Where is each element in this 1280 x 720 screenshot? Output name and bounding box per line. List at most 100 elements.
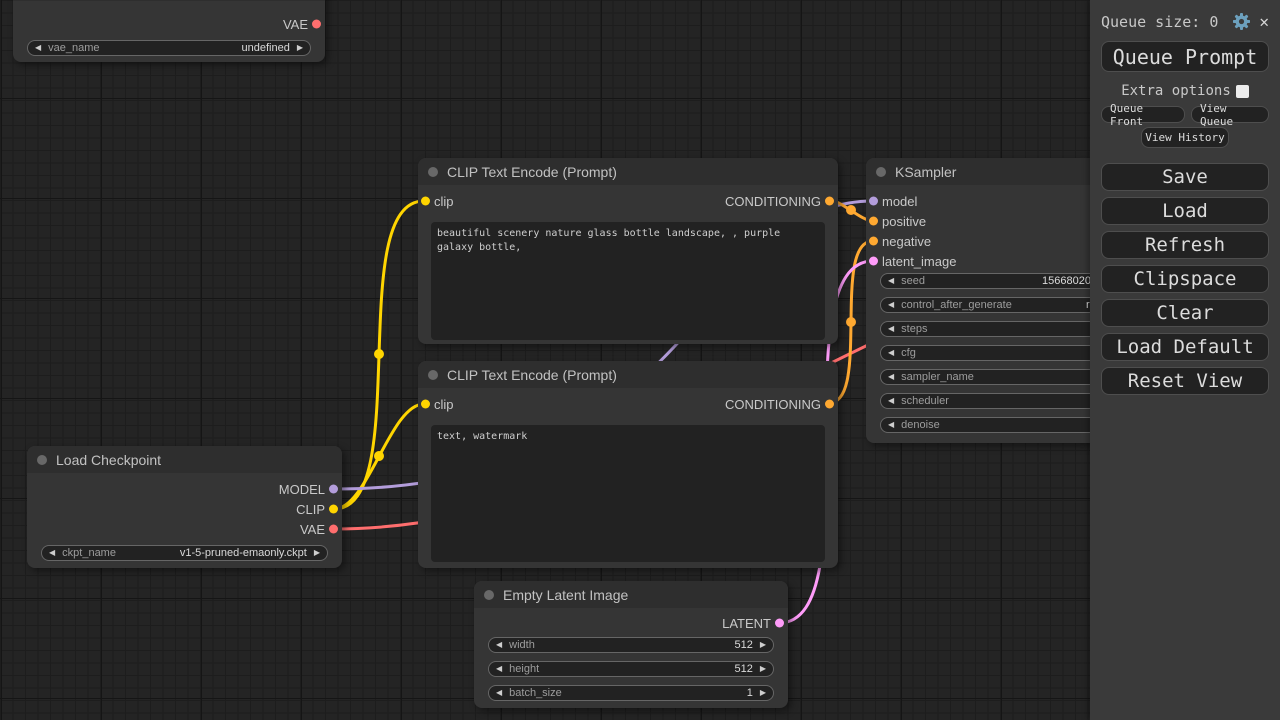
input-slot-label: negative <box>882 233 932 249</box>
input-slot-label: positive <box>882 213 927 229</box>
vae-output-port[interactable] <box>311 19 321 29</box>
width-widget[interactable]: ◀ width 512 ▶ <box>488 637 774 653</box>
node-load-checkpoint[interactable]: Load Checkpoint MODEL CLIP VAE ◀ ckpt_na… <box>27 446 342 568</box>
widget-label: width <box>509 639 535 651</box>
conditioning-output-port[interactable] <box>824 399 834 409</box>
clip-input-port[interactable] <box>420 196 430 206</box>
widget-label: vae_name <box>48 42 100 54</box>
prev-value-arrow-icon[interactable]: ◀ <box>49 548 56 557</box>
output-slot-clip: CLIP <box>27 499 342 519</box>
next-value-arrow-icon[interactable]: ▶ <box>313 548 320 557</box>
close-menu-icon[interactable]: ✕ <box>1259 11 1269 31</box>
output-slot-label: VAE <box>299 521 325 537</box>
node-empty-latent-image[interactable]: Empty Latent Image LATENT ◀ width 512 ▶ … <box>474 581 788 708</box>
queue-front-button[interactable]: Queue Front <box>1101 102 1185 128</box>
node-clip-text-encode-positive[interactable]: CLIP Text Encode (Prompt) clip CONDITION… <box>418 158 838 344</box>
collapse-dot[interactable] <box>428 166 438 177</box>
output-slot-vae: VAE <box>13 14 325 34</box>
output-slot-label: VAE <box>282 16 308 32</box>
input-slot-label: clip <box>434 193 454 209</box>
node-clip-text-encode-negative[interactable]: CLIP Text Encode (Prompt) clip CONDITION… <box>418 361 838 568</box>
vae-name-widget[interactable]: ◀ vae_name undefined ▶ <box>27 40 311 56</box>
widget-value: 512 <box>734 639 753 651</box>
conditioning-output-port[interactable] <box>824 196 834 206</box>
queue-prompt-button[interactable]: Queue Prompt <box>1101 41 1269 72</box>
collapse-dot[interactable] <box>428 369 438 380</box>
link-clip-to-negative-prompt <box>332 402 426 511</box>
input-slot-label: latent_image <box>882 253 957 269</box>
prev-value-arrow-icon[interactable]: ◀ <box>496 664 503 673</box>
collapse-dot[interactable] <box>484 589 494 600</box>
collapse-dot[interactable] <box>876 166 886 177</box>
output-slot-latent: LATENT <box>474 613 788 633</box>
widget-value: v1-5-pruned-emaonly.ckpt <box>179 547 307 559</box>
prev-value-arrow-icon[interactable]: ◀ <box>888 396 895 405</box>
prev-value-arrow-icon[interactable]: ◀ <box>35 43 42 52</box>
clear-button[interactable]: Clear <box>1101 299 1269 328</box>
widget-label: height <box>509 663 540 675</box>
node-title: Load Checkpoint <box>56 451 162 468</box>
prev-value-arrow-icon[interactable]: ◀ <box>888 348 895 357</box>
next-value-arrow-icon[interactable]: ▶ <box>759 664 766 673</box>
conditioning-input-port[interactable] <box>868 216 878 226</box>
collapse-dot[interactable] <box>37 454 47 465</box>
settings-gear-icon[interactable] <box>1232 12 1251 31</box>
link-midpoint-dot <box>846 317 856 327</box>
conditioning-input-port[interactable] <box>868 236 878 246</box>
clip-output-port[interactable] <box>328 504 338 514</box>
comfy-menu: Queue size: 0 ✕ Queue Prompt Extra optio… <box>1090 0 1280 720</box>
prev-value-arrow-icon[interactable]: ◀ <box>888 372 895 381</box>
model-input-port[interactable] <box>868 196 878 206</box>
next-value-arrow-icon[interactable]: ▶ <box>759 640 766 649</box>
prompt-textarea[interactable]: beautiful scenery nature glass bottle la… <box>431 222 825 340</box>
widget-label: batch_size <box>509 687 562 699</box>
ckpt-name-widget[interactable]: ◀ ckpt_name v1-5-pruned-emaonly.ckpt ▶ <box>41 545 328 561</box>
widget-label: ckpt_name <box>62 547 116 559</box>
widget-label: denoise <box>901 419 940 431</box>
output-slot-label: MODEL <box>278 481 325 497</box>
node-title-bar <box>13 0 325 1</box>
batch-size-widget[interactable]: ◀ batch_size 1 ▶ <box>488 685 774 701</box>
output-slot-vae: VAE <box>27 519 342 539</box>
vae-output-port[interactable] <box>328 524 338 534</box>
view-queue-button[interactable]: View Queue <box>1191 102 1269 128</box>
load-button[interactable]: Load <box>1101 197 1269 226</box>
save-button[interactable]: Save <box>1101 163 1269 192</box>
clip-input-port[interactable] <box>420 399 430 409</box>
output-slot-label: CONDITIONING <box>724 396 821 412</box>
widget-label: seed <box>901 275 926 287</box>
node-title: CLIP Text Encode (Prompt) <box>447 366 617 383</box>
node-load-vae[interactable]: VAE ◀ vae_name undefined ▶ <box>13 0 325 62</box>
prev-value-arrow-icon[interactable]: ◀ <box>496 640 503 649</box>
widget-label: scheduler <box>901 395 949 407</box>
prev-value-arrow-icon[interactable]: ◀ <box>496 688 503 697</box>
node-title: KSampler <box>895 163 957 180</box>
model-output-port[interactable] <box>328 484 338 494</box>
view-history-button[interactable]: View History <box>1141 127 1229 149</box>
next-value-arrow-icon[interactable]: ▶ <box>759 688 766 697</box>
reset-view-button[interactable]: Reset View <box>1101 367 1269 396</box>
latent-output-port[interactable] <box>774 618 784 628</box>
output-slot-model: MODEL <box>27 479 342 499</box>
prev-value-arrow-icon[interactable]: ◀ <box>888 324 895 333</box>
node-title: Empty Latent Image <box>503 586 629 603</box>
latent-input-port[interactable] <box>868 256 878 266</box>
extra-options-checkbox[interactable] <box>1235 84 1249 98</box>
widget-label: cfg <box>901 347 916 359</box>
node-title: CLIP Text Encode (Prompt) <box>447 163 617 180</box>
prev-value-arrow-icon[interactable]: ◀ <box>888 300 895 309</box>
widget-label: control_after_generate <box>901 299 1012 311</box>
input-slot-label: model <box>882 193 918 209</box>
output-slot-label: CONDITIONING <box>724 193 821 209</box>
load-default-button[interactable]: Load Default <box>1101 333 1269 362</box>
prompt-textarea[interactable]: text, watermark <box>431 425 825 562</box>
next-value-arrow-icon[interactable]: ▶ <box>296 43 303 52</box>
refresh-button[interactable]: Refresh <box>1101 231 1269 260</box>
extra-options-label: Extra options <box>1121 83 1231 99</box>
prev-value-arrow-icon[interactable]: ◀ <box>888 276 895 285</box>
prev-value-arrow-icon[interactable]: ◀ <box>888 420 895 429</box>
height-widget[interactable]: ◀ height 512 ▶ <box>488 661 774 677</box>
output-slot-label: LATENT <box>722 615 771 631</box>
clipspace-button[interactable]: Clipspace <box>1101 265 1269 294</box>
